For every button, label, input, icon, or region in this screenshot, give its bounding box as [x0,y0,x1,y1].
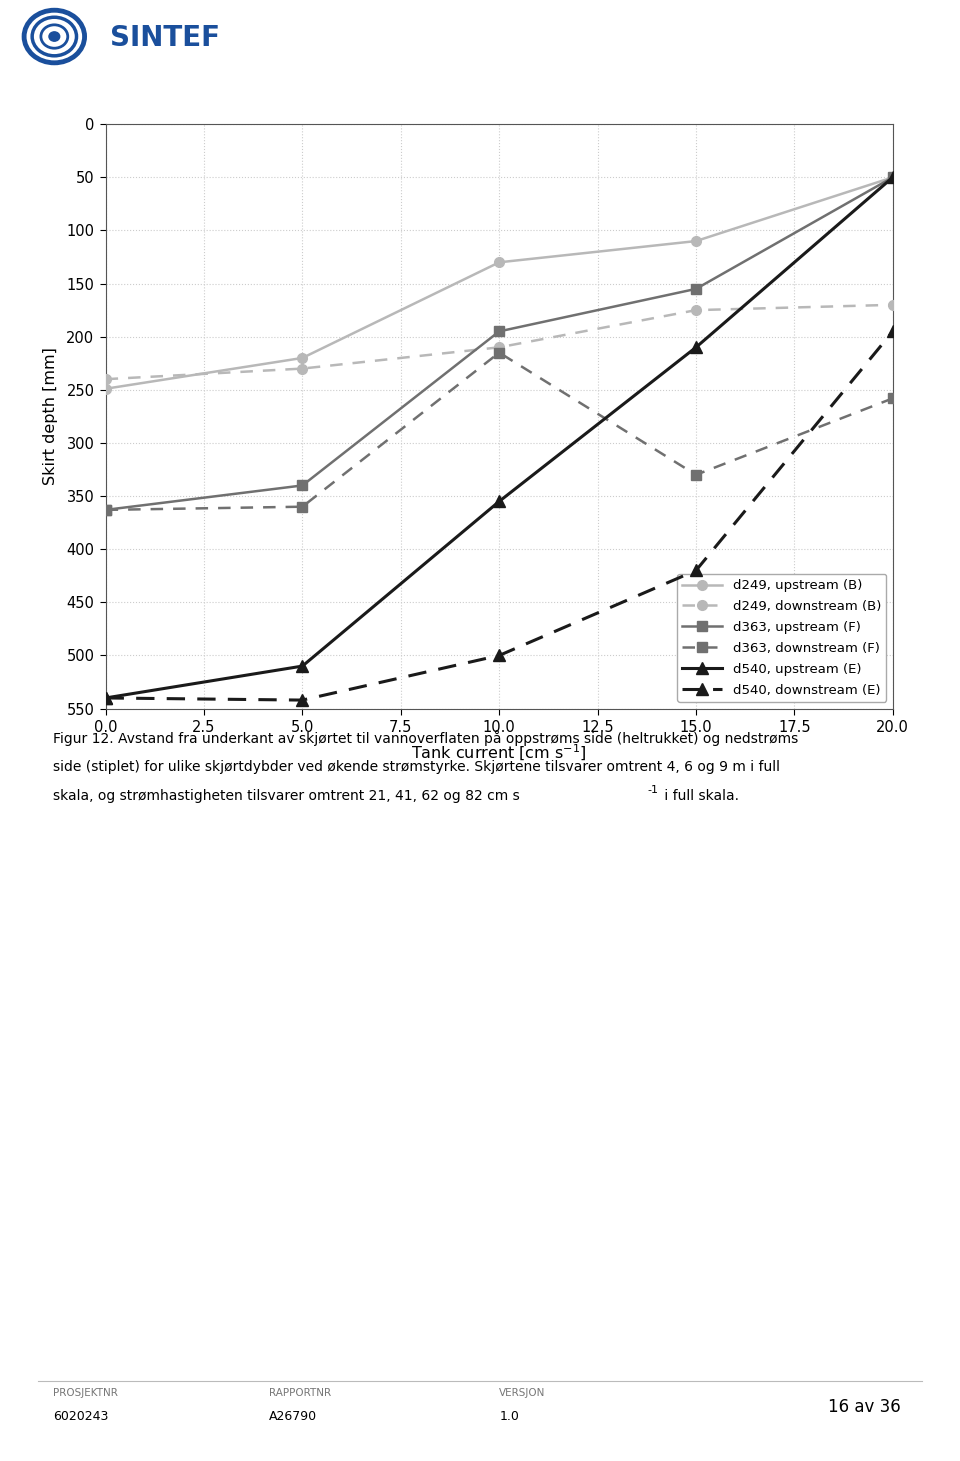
Text: skala, og strømhastigheten tilsvarer omtrent 21, 41, 62 og 82 cm s: skala, og strømhastigheten tilsvarer omt… [53,789,519,804]
Circle shape [49,32,60,41]
Text: i full skala.: i full skala. [660,789,739,804]
Text: VERSJON: VERSJON [499,1388,545,1398]
Text: Figur 12. Avstand fra underkant av skjørtet til vannoverflaten på oppstrøms side: Figur 12. Avstand fra underkant av skjør… [53,730,798,747]
Text: PROSJEKTNR: PROSJEKTNR [53,1388,118,1398]
X-axis label: Tank current [cm s$^{-1}$]: Tank current [cm s$^{-1}$] [412,744,587,763]
Text: side (stiplet) for ulike skjørtdybder ved økende strømstyrke. Skjørtene tilsvare: side (stiplet) for ulike skjørtdybder ve… [53,760,780,774]
Legend: d249, upstream (B), d249, downstream (B), d363, upstream (F), d363, downstream (: d249, upstream (B), d249, downstream (B)… [677,574,886,701]
Text: SINTEF: SINTEF [110,23,221,53]
Text: RAPPORTNR: RAPPORTNR [269,1388,331,1398]
Text: 1.0: 1.0 [499,1410,519,1423]
Y-axis label: Skirt depth [mm]: Skirt depth [mm] [43,348,58,485]
Text: 16 av 36: 16 av 36 [828,1398,900,1416]
Text: A26790: A26790 [269,1410,317,1423]
Text: -1: -1 [647,785,658,795]
Text: 6020243: 6020243 [53,1410,108,1423]
